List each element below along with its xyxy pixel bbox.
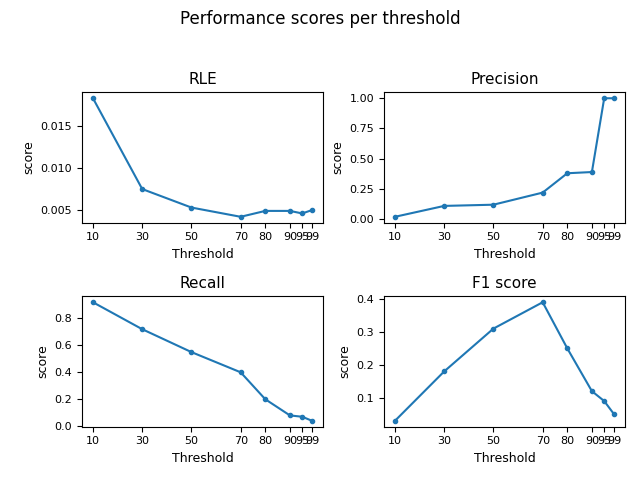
X-axis label: Threshold: Threshold (474, 452, 536, 465)
Title: RLE: RLE (188, 72, 217, 87)
X-axis label: Threshold: Threshold (172, 452, 234, 465)
Y-axis label: score: score (338, 345, 351, 378)
Y-axis label: score: score (22, 141, 35, 174)
Y-axis label: score: score (331, 141, 344, 174)
Text: Performance scores per threshold: Performance scores per threshold (180, 10, 460, 28)
Y-axis label: score: score (36, 345, 49, 378)
X-axis label: Threshold: Threshold (474, 248, 536, 261)
Title: F1 score: F1 score (472, 276, 537, 291)
Title: Precision: Precision (470, 72, 539, 87)
X-axis label: Threshold: Threshold (172, 248, 234, 261)
Title: Recall: Recall (180, 276, 225, 291)
